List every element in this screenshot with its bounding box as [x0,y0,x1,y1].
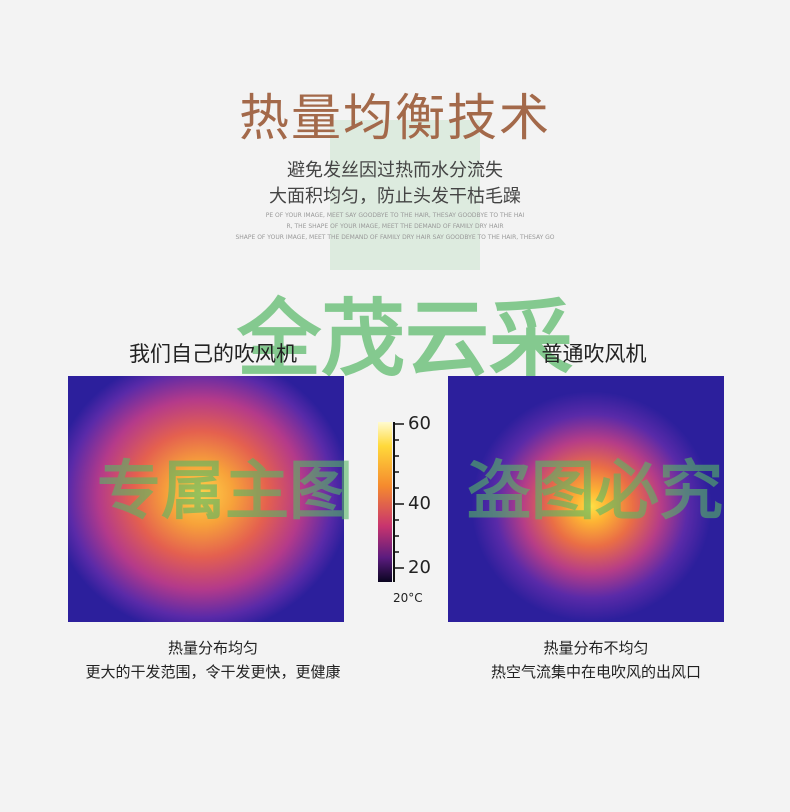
fine-print: R, THE SHAPE OF YOUR IMAGE, MEET THE DEM… [286,223,504,230]
watermark: 专属主图 [97,455,353,529]
caption: 热量分布均匀 [167,639,259,657]
title: 热量均衡技术 [239,89,551,147]
label: 普通吹风机 [541,342,647,366]
watermark: 全茂云采 [236,290,574,388]
caption: 更大的干发范围，令干发更快，更健康 [85,663,341,681]
colorbar [378,422,392,582]
subtitle: 避免发丝因过热而水分流失 [287,160,503,181]
subtitle: 大面积均匀，防止头发干枯毛躁 [269,186,521,207]
watermark: 盗图必究 [467,455,723,529]
heatmap [68,376,344,622]
colorbar-unit: 20°C [393,591,423,605]
colorbar-tick: 20 [408,557,431,578]
colorbar-tick: 40 [408,493,431,514]
watermark-shape [330,120,480,270]
colorbar-tick: 60 [408,413,431,434]
caption: 热量分布不均匀 [543,639,649,657]
heatmap [448,376,724,622]
fine-print: PE OF YOUR IMAGE, MEET SAY GOODBYE TO TH… [265,212,525,219]
fine-print: SHAPE OF YOUR IMAGE, MEET THE DEMAND OF … [235,234,555,241]
label: 我们自己的吹风机 [129,342,297,366]
colorbar-ticks [393,422,404,582]
caption: 热空气流集中在电吹风的出风口 [490,663,702,681]
